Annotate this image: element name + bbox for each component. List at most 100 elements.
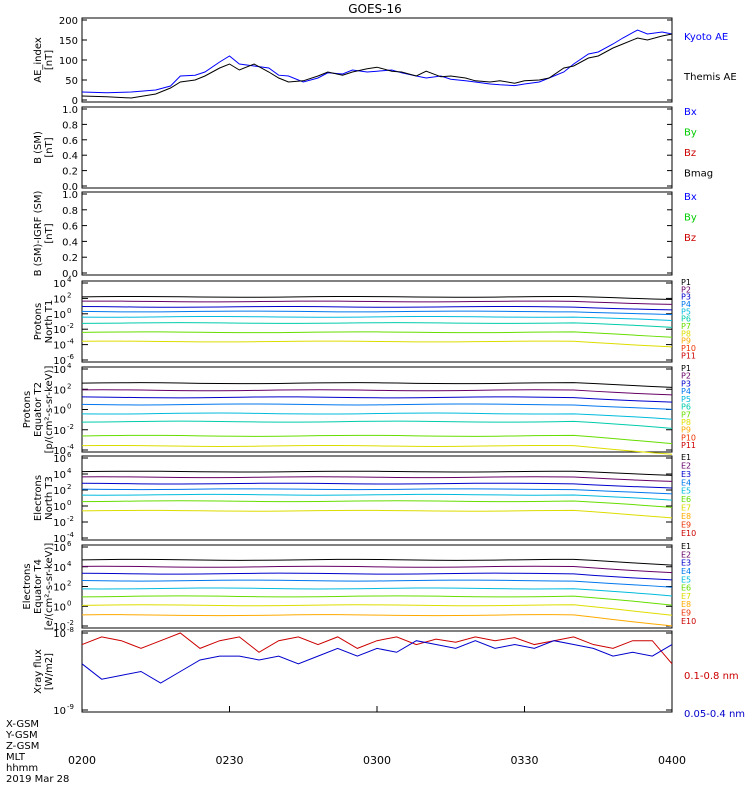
ytick-exp-pt1-0: 4	[67, 276, 72, 284]
ytick-label-ae-1: 150	[59, 36, 78, 47]
legend-pt2-3: P4	[681, 387, 691, 396]
series-pt2-4	[81, 412, 673, 420]
ytick-exp-et4-0: 6	[67, 540, 72, 548]
panel-et4: Electrons Equator T4 [e/(cm²-s-sr-keV)]10 6…	[22, 540, 696, 633]
ytick-label-xray-1: 10	[53, 706, 66, 717]
series-pt1-0	[81, 295, 673, 301]
ytick-exp-et3-2: 2	[67, 483, 71, 491]
ytick-label-et4-4: 10	[53, 622, 66, 633]
xtick-label-2: 0300	[363, 754, 391, 767]
ytick-exp-et3-5: -4	[67, 531, 75, 539]
ytick-label-bigrf-2: 0.6	[62, 222, 78, 233]
series-et3-4	[81, 493, 673, 501]
legend-pt2-1: P2	[681, 372, 691, 381]
legend-et3-3: E4	[681, 478, 691, 487]
panel-frame-bsm	[81, 106, 673, 189]
panel-ae: AE_index [nT] 200 150 100 50 0 Kyoto AE Themis A…	[33, 16, 737, 107]
series-ae-1	[81, 33, 673, 99]
panel-bigrf: B (SM)-IGRF (SM) [nT] 1.0 0.8 0.6 0.4 0.2 0.0 Bx…	[33, 190, 697, 280]
ytick-label-pt1-5: 10	[53, 356, 66, 367]
series-pt2-5	[81, 420, 673, 429]
ytick-label-xray-0: 10	[53, 629, 66, 640]
panel-frame-ae	[81, 17, 673, 103]
ylabel-et3-0: Electrons	[33, 475, 44, 521]
legend-pt1-0: P1	[681, 278, 691, 287]
legend-et3-8: E9	[681, 520, 691, 529]
series-et3-6	[81, 509, 673, 519]
series-et4-5	[81, 595, 673, 606]
ylabel-pt2-1: Equator T2	[33, 382, 44, 437]
footer-labels: X-GSM Y-GSM Z-GSM MLT hhmm 2019 Mar 28	[5, 719, 69, 785]
series-pt2-2	[81, 396, 673, 403]
series-pt1-1	[81, 300, 673, 305]
series-pt1-3	[81, 310, 673, 316]
legend-pt2-4: P5	[681, 395, 691, 404]
ylabel-xray-0: Xray flux	[33, 649, 44, 694]
legend-pt1-1: P2	[681, 285, 691, 294]
ylabel-pt2-0: Protons	[22, 391, 33, 428]
legend-pt2-6: P7	[681, 410, 691, 419]
legend-pt1-2: P3	[681, 293, 691, 302]
ylabel-ae-1: [nT]	[44, 50, 55, 70]
ytick-exp-xray-1: -9	[67, 703, 74, 711]
series-pt1-6	[81, 331, 673, 338]
legend-bsm-3: Bmag	[684, 169, 713, 180]
series-et4-1	[81, 565, 673, 574]
legend-pt1-3: P4	[681, 300, 691, 309]
series-pt2-7	[81, 444, 673, 455]
ytick-exp-pt2-1: 2	[67, 382, 71, 390]
panel-frame-xray	[81, 630, 673, 713]
legend-et3-1: E2	[681, 461, 691, 470]
ytick-label-bsm-5: 0.0	[62, 182, 78, 193]
footer-date: 2019 Mar 28	[6, 774, 69, 785]
ytick-label-pt2-2: 10	[53, 406, 66, 417]
ytick-exp-xray-0: -8	[67, 626, 74, 634]
legend-pt2-2: P3	[681, 379, 691, 388]
series-pt1-5	[81, 322, 673, 328]
series-et4-2	[81, 572, 673, 581]
legend-ae-0: Kyoto AE	[684, 32, 728, 43]
legend-et4-1: E2	[681, 550, 691, 559]
series-et4-6	[81, 604, 673, 616]
legend-ae-1: Themis AE	[683, 72, 737, 83]
ytick-label-et3-1: 10	[53, 470, 66, 481]
ytick-label-ae-0: 200	[59, 16, 78, 27]
ylabel-et4-1: Equator T4	[33, 559, 44, 614]
footer-coord-mlt: MLT	[6, 752, 26, 763]
legend-pt1-9: P10	[681, 344, 696, 353]
ytick-label-et4-0: 10	[53, 543, 66, 554]
ylabel-et4-0: Electrons	[22, 563, 33, 609]
ytick-exp-et4-1: 4	[67, 560, 72, 568]
ylabel-et3-1: North T3	[44, 476, 55, 520]
ylabel-ae-0: AE_index	[33, 37, 44, 83]
legend-bsm-2: Bz	[684, 148, 696, 159]
ylabel-pt2-2: [p/(cm²-s-sr-keV)]	[44, 366, 55, 454]
ylabel-xray-1: [W/m2]	[44, 653, 55, 690]
ytick-exp-pt2-0: 4	[67, 362, 72, 370]
legend-bsm-0: Bx	[684, 107, 697, 118]
legend-et4-9: E10	[681, 617, 696, 626]
series-pt1-2	[81, 305, 673, 311]
ytick-label-bigrf-1: 0.8	[62, 206, 78, 217]
series-pt1-4	[81, 315, 673, 321]
ytick-label-ae-2: 100	[59, 56, 78, 67]
panel-frame-et3	[81, 455, 673, 541]
legend-pt1-6: P7	[681, 322, 691, 331]
series-pt2-0	[81, 382, 673, 388]
legend-pt2-5: P6	[681, 403, 691, 412]
ylabel-bigrf-1: [nT]	[44, 223, 55, 243]
panel-frame-pt1	[81, 280, 673, 363]
legend-pt2-9: P10	[681, 433, 696, 442]
legend-et4-7: E8	[681, 600, 691, 609]
series-et3-5	[81, 500, 673, 508]
legend-bigrf-2: Bz	[684, 233, 696, 244]
legend-et4-4: E5	[681, 575, 691, 584]
series-et4-3	[81, 579, 673, 588]
ytick-exp-et3-0: 6	[67, 451, 72, 459]
ytick-exp-pt1-3: -2	[67, 322, 74, 330]
panel-pt2: Protons Equator T2 [p/(cm²-s-sr-keV)]10 410…	[22, 362, 696, 457]
legend-et3-9: E10	[681, 529, 696, 538]
legend-et3-7: E8	[681, 512, 691, 521]
